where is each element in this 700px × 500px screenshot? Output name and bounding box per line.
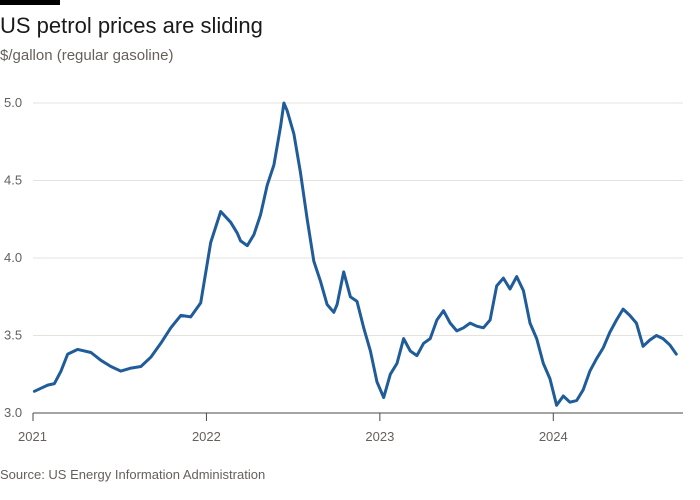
x-tick-label: 2023	[365, 429, 394, 444]
axes: 3.0 3.5 4.0 4.5 5.0 2021 2022 2023 2024	[4, 95, 683, 444]
source-note: Source: US Energy Information Administra…	[0, 467, 266, 482]
gridlines	[33, 102, 683, 336]
series	[32, 101, 678, 407]
chart-title: US petrol prices are sliding	[0, 13, 263, 38]
y-tick-label: 4.5	[4, 173, 22, 188]
header-accent-bar	[0, 0, 60, 5]
x-tick-label: 2022	[192, 429, 221, 444]
y-tick-label: 5.0	[4, 95, 22, 110]
y-tick-label: 4.0	[4, 250, 22, 265]
x-tick-label: 2024	[539, 429, 568, 444]
series-line	[32, 101, 678, 407]
y-tick-label: 3.0	[4, 405, 22, 420]
chart-subtitle: $/gallon (regular gasoline)	[0, 47, 174, 64]
y-tick-label: 3.5	[4, 328, 22, 343]
x-tick-label: 2021	[18, 429, 47, 444]
